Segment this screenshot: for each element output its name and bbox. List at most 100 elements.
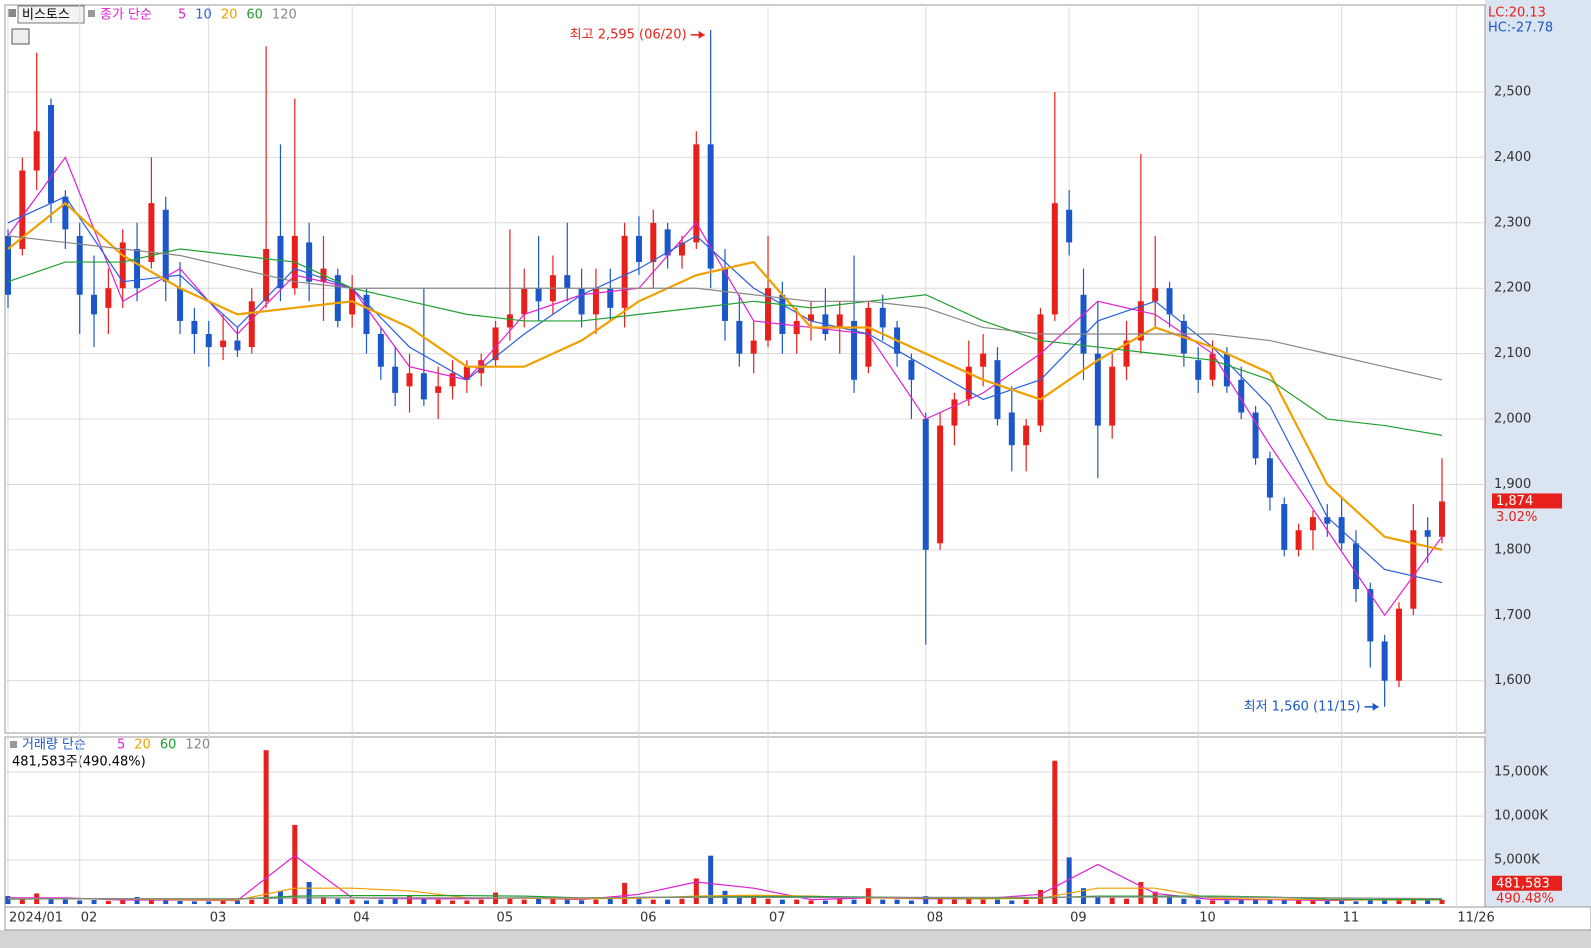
candle-body	[1008, 412, 1015, 446]
candle-body	[650, 222, 657, 263]
x-tick-label: 07	[769, 911, 786, 926]
y-tick-label: 2,300	[1494, 215, 1531, 230]
candle-body	[1094, 353, 1101, 426]
volume-bar	[607, 898, 613, 904]
volume-bar	[908, 900, 914, 904]
volume-bar	[364, 900, 369, 904]
candle-body	[463, 366, 470, 380]
candle-body	[1152, 288, 1159, 302]
volume-bar	[1167, 896, 1173, 904]
candle-body	[334, 275, 341, 321]
candle-body	[879, 307, 886, 328]
candle-body	[765, 288, 772, 341]
volume-bar	[865, 888, 871, 904]
volume-bar	[1367, 899, 1373, 904]
volume-bar	[822, 900, 828, 904]
volume-bar	[1138, 882, 1144, 904]
x-tick-label: 05	[497, 911, 514, 926]
y-tick-label: 2,000	[1494, 412, 1531, 427]
volume-bar	[794, 899, 800, 904]
volume-bar	[966, 898, 972, 904]
volume-bar	[1152, 891, 1158, 904]
candle-body	[220, 340, 227, 348]
y-tick-label: 2,200	[1494, 281, 1531, 296]
volume-bar	[206, 901, 212, 904]
volume-bar	[19, 898, 25, 904]
volume-bar	[48, 897, 54, 904]
x-tick-label: 06	[640, 911, 657, 926]
hc-label: HC:-27.78	[1488, 21, 1553, 36]
candle-body	[1367, 589, 1374, 642]
volume-bar	[292, 824, 298, 904]
volume-bar	[1382, 898, 1388, 904]
candle-body	[521, 288, 528, 315]
volume-bar	[263, 750, 269, 904]
volume-tick-label: 10,000K	[1494, 809, 1548, 824]
y-tick-label: 1,700	[1494, 608, 1531, 623]
volume-bar	[1066, 857, 1072, 904]
candle-body	[1066, 209, 1073, 243]
price-frame	[4, 4, 1486, 734]
volume-bar	[306, 882, 312, 904]
candle-body	[951, 399, 958, 426]
volume-bar	[507, 898, 513, 904]
volume-bar	[564, 899, 570, 904]
volume-bar	[1396, 897, 1402, 904]
volume-bar	[1224, 900, 1230, 904]
candle-body	[1080, 294, 1087, 354]
volume-bar	[450, 900, 456, 904]
volume-bar	[478, 899, 484, 904]
moving-average	[7, 156, 1443, 617]
volume-bar	[378, 899, 384, 904]
candle-body	[1410, 530, 1417, 609]
volume-bar	[951, 899, 957, 904]
candle-body	[836, 314, 843, 328]
volume-bar	[335, 898, 341, 904]
volume-bar	[435, 899, 441, 904]
annotation-arrowhead	[1372, 702, 1379, 711]
volume-tick-label: 5,000K	[1494, 853, 1540, 868]
volume-bar	[1324, 900, 1330, 904]
change-label: 3.02%	[1496, 510, 1537, 525]
volume-bar	[708, 855, 714, 904]
x-tick-label: 03	[210, 911, 227, 926]
legend-entry: 60	[160, 738, 177, 753]
volume-bar	[765, 898, 771, 904]
title-box[interactable]	[17, 5, 85, 24]
candle-body	[965, 366, 972, 400]
candle-body	[865, 307, 872, 367]
candle-body	[937, 425, 944, 544]
candle-body	[420, 373, 427, 400]
volume-bar	[421, 897, 427, 904]
volume-bar	[650, 899, 656, 904]
volume-bar	[1339, 900, 1345, 904]
candle-body	[1439, 501, 1445, 537]
last-price-label: 1,874	[1496, 494, 1533, 509]
candle-body	[922, 419, 929, 550]
candle-body	[578, 288, 585, 315]
candle-body	[119, 242, 126, 289]
candle-body	[248, 301, 255, 348]
candle-body	[1266, 458, 1273, 498]
moving-average	[7, 201, 1443, 551]
volume-bar	[1009, 900, 1015, 904]
date-axis	[4, 906, 1591, 931]
table-icon[interactable]	[11, 28, 30, 45]
volume-bar	[407, 895, 413, 904]
candle-body	[406, 373, 413, 387]
candle-body	[277, 235, 284, 289]
candle-body	[1281, 504, 1288, 550]
volume-tick-label: 15,000K	[1494, 765, 1548, 780]
candle-body	[191, 320, 198, 335]
candle-body	[33, 131, 40, 171]
volume-bar	[1310, 900, 1316, 904]
volume-bar	[1052, 760, 1058, 904]
candle-body	[1324, 517, 1331, 524]
volume-legend-label: 거래량 단순	[22, 738, 86, 753]
volume-bar	[808, 900, 814, 904]
x-tick-label: 2024/01	[9, 911, 63, 926]
candle-body	[779, 294, 786, 335]
candle-body	[678, 242, 685, 256]
y-tick-label: 2,500	[1494, 84, 1531, 99]
